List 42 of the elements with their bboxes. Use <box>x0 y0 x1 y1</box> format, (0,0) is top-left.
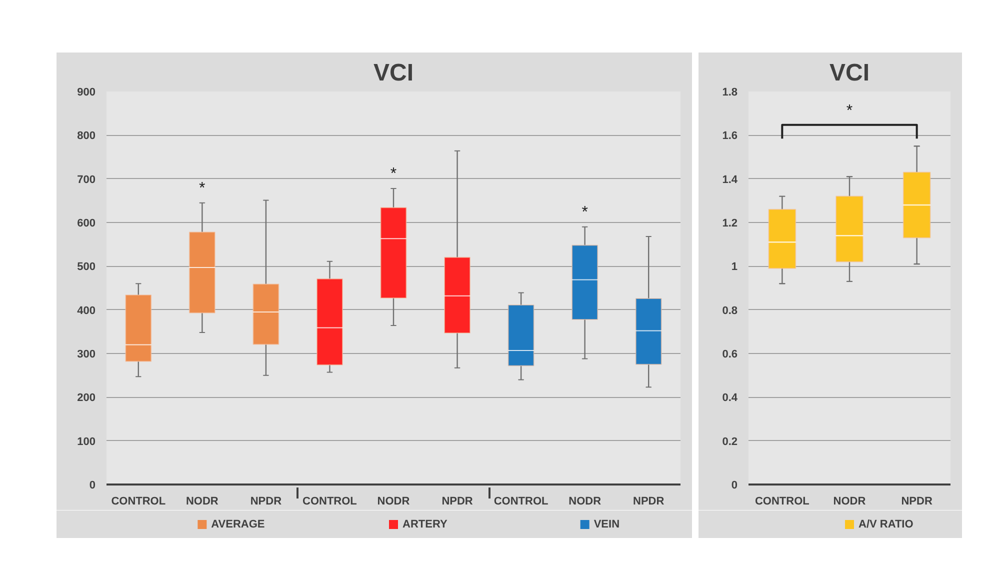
x-tick-label: NODR <box>377 496 410 508</box>
y-tick-label: 0.2 <box>722 436 738 448</box>
y-tick-label: 0.4 <box>722 392 738 404</box>
y-tick-label: 1.8 <box>722 86 738 98</box>
x-tick-label: CONTROL <box>494 496 549 508</box>
chart-title: VCI <box>373 60 414 86</box>
y-tick-label: 100 <box>77 436 96 448</box>
x-tick-label: NPDR <box>250 496 282 508</box>
legend-label: AVERAGE <box>211 518 265 530</box>
legend-label: ARTERY <box>402 518 448 530</box>
annotation: * <box>582 204 588 221</box>
annotation: * <box>199 180 206 197</box>
x-tick-label: NPDR <box>442 496 473 508</box>
y-tick-label: 900 <box>77 86 96 98</box>
x-tick-label: NODR <box>568 496 602 508</box>
y-tick-label: 0.6 <box>722 348 738 360</box>
annotation: * <box>846 102 853 120</box>
y-tick-label: 1.2 <box>722 218 738 230</box>
y-tick-label: 1.4 <box>722 174 738 186</box>
y-tick-label: 400 <box>77 304 96 317</box>
y-tick-label: 200 <box>77 392 96 404</box>
x-tick-label: NODR <box>186 496 218 508</box>
x-tick-label: NPDR <box>901 496 932 508</box>
y-tick-label: 700 <box>77 174 96 186</box>
y-tick-label: 1.6 <box>722 130 738 142</box>
x-tick-label: NPDR <box>633 496 664 508</box>
y-tick-label: 0.8 <box>722 304 738 317</box>
legend-label: VEIN <box>594 518 620 530</box>
y-tick-label: 0 <box>89 480 96 492</box>
x-tick-label: CONTROL <box>302 496 358 508</box>
y-tick-label: 1 <box>731 261 738 274</box>
y-tick-label: 0 <box>731 480 738 492</box>
annotation: * <box>390 165 397 182</box>
y-tick-label: 600 <box>77 218 96 230</box>
y-tick-label: 800 <box>77 130 96 142</box>
x-tick-label: CONTROL <box>111 496 166 508</box>
legend-label: A/V RATIO <box>858 518 914 530</box>
y-tick-label: 300 <box>77 348 96 360</box>
x-tick-label: CONTROL <box>754 496 810 508</box>
x-tick-label: NODR <box>833 496 866 508</box>
y-tick-label: 500 <box>77 261 96 274</box>
chart-title: VCI <box>829 60 870 86</box>
